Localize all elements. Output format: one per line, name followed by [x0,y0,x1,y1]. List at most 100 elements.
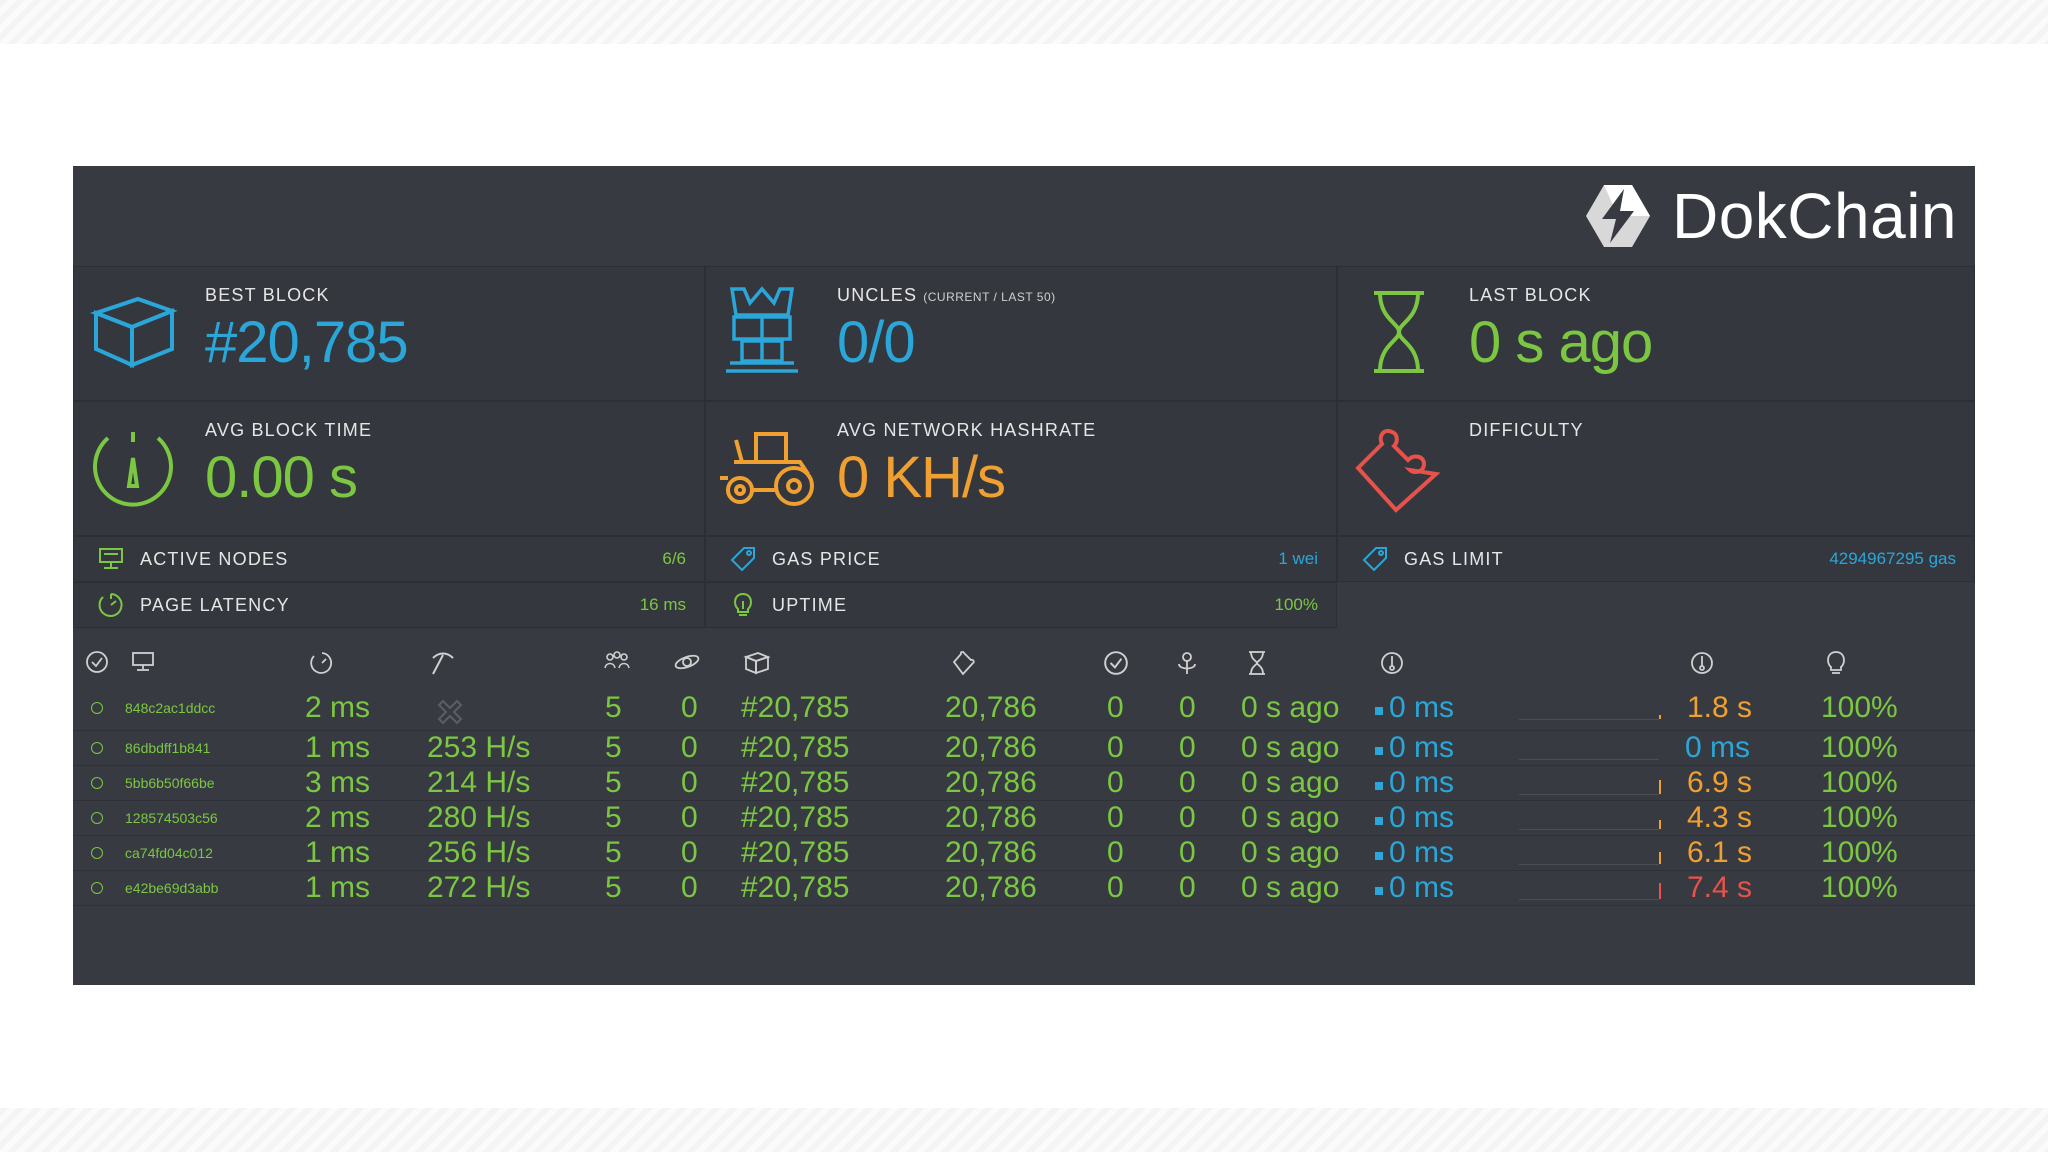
best-block-label: Best Block [205,285,330,305]
check-circle-icon[interactable] [1103,650,1129,676]
avg-block-time-panel: Avg Block Time 0.00 s [73,401,705,536]
node-block: #20,785 [741,871,850,904]
pickaxe-icon[interactable] [429,650,455,676]
puzzle-icon [1355,429,1441,513]
node-propagation: 0 ms [1389,766,1455,799]
block-time-sparkline [1519,719,1659,720]
node-latency: 1 ms [305,731,371,764]
node-status-icon [91,742,103,754]
tractor-icon [720,432,814,506]
peers-icon[interactable] [603,650,631,672]
block-icon[interactable] [743,650,771,676]
latency-icon[interactable] [309,650,335,676]
node-pending: 0 [681,731,698,764]
sparkline-bar [1659,715,1661,719]
tag-icon [726,542,760,576]
node-uptime: 100% [1821,691,1898,724]
timer-icon [94,588,128,622]
node-pending: 0 [681,801,698,834]
node-status-icon [91,882,103,894]
node-avg-block-time: 1.8 s [1687,691,1753,724]
block-time-icon[interactable] [1689,650,1715,676]
node-status-icon [91,777,103,789]
uptime-value: 100% [1274,595,1318,614]
propagation-indicator [1375,852,1383,860]
node-pending: 0 [681,691,698,724]
node-pending: 0 [681,836,698,869]
table-row[interactable]: 86dbdff1b841 1 ms 253 H/s 5 0 #20,785 20,786 0 0… [73,731,1975,766]
uncles-label: Uncles (CURRENT / LAST 50) [837,285,1056,306]
uptime-row: Uptime 100% [705,582,1337,628]
propagation-indicator [1375,707,1383,715]
monitor-icon[interactable] [131,650,155,674]
last-block-panel: Last Block 0 s ago [1337,266,1975,401]
node-peers: 5 [605,691,622,724]
node-avg-block-time: 6.1 s [1687,836,1753,869]
node-uncles: 0 [1179,691,1196,724]
cube-icon [90,296,178,369]
table-row[interactable]: e42be69d3abb 1 ms 272 H/s 5 0 #20,785 20,786 0 0… [73,871,1975,906]
hourglass-icon[interactable] [1247,650,1267,676]
node-uptime: 100% [1821,766,1898,799]
table-row[interactable]: ca74fd04c012 1 ms 256 H/s 5 0 #20,785 20,786 0 0… [73,836,1975,871]
node-pending: 0 [681,766,698,799]
best-block-value: #20,785 [205,310,409,375]
node-hashrate: 256 H/s [427,836,531,869]
node-difficulty: 20,786 [945,691,1037,724]
difficulty-tag-icon[interactable] [951,650,977,676]
node-last-block: 0 s ago [1241,801,1340,834]
node-block: #20,785 [741,691,850,724]
block-time-sparkline [1519,794,1659,795]
node-status-icon [91,812,103,824]
node-difficulty: 20,786 [945,801,1037,834]
node-status-icon [91,702,103,714]
node-last-block: 0 s ago [1241,871,1340,904]
propagation-indicator [1375,817,1383,825]
propagation-indicator [1375,747,1383,755]
node-propagation: 0 ms [1389,691,1455,724]
node-peers: 5 [605,766,622,799]
uptime-icon[interactable] [1825,650,1847,676]
node-block: #20,785 [741,836,850,869]
propagation-icon[interactable] [1379,650,1405,676]
node-propagation: 0 ms [1389,731,1455,764]
sparkline-bar [1659,820,1661,829]
node-hashrate: 253 H/s [427,731,531,764]
node-latency: 2 ms [305,801,371,834]
last-block-label: Last Block [1469,285,1592,305]
node-last-block: 0 s ago [1241,766,1340,799]
uncles-icon[interactable] [1175,650,1199,676]
node-transactions: 0 [1107,836,1124,869]
node-uptime: 100% [1821,731,1898,764]
node-uptime: 100% [1821,836,1898,869]
node-transactions: 0 [1107,731,1124,764]
table-row[interactable]: 128574503c56 2 ms 280 H/s 5 0 #20,785 20,786 0 0… [73,801,1975,836]
table-row[interactable]: 848c2ac1ddcc 2 ms 5 0 #20,785 20,786 0 0 0 s ago… [73,686,1975,731]
uptime-label: Uptime [772,594,848,615]
node-uncles: 0 [1179,871,1196,904]
node-pending: 0 [681,871,698,904]
bulb-icon [726,588,760,622]
table-row[interactable]: 5bb6b50f66be 3 ms 214 H/s 5 0 #20,785 20,786 0 0… [73,766,1975,801]
node-propagation: 0 ms [1389,871,1455,904]
node-status-icon [91,847,103,859]
node-peers: 5 [605,801,622,834]
node-uncles: 0 [1179,801,1196,834]
check-circle-icon[interactable] [85,650,109,674]
node-table: 848c2ac1ddcc 2 ms 5 0 #20,785 20,786 0 0 0 s ago… [73,636,1975,906]
node-name: 86dbdff1b841 [125,740,211,756]
best-block-panel: Best Block #20,785 [73,266,705,401]
active-nodes-value: 6/6 [662,549,686,568]
node-uptime: 100% [1821,871,1898,904]
hourglass-icon [1374,291,1424,373]
difficulty-panel: Difficulty [1337,401,1975,536]
sparkline-bar [1659,852,1661,864]
page-latency-row: Page Latency 16 ms [73,582,705,628]
pending-icon[interactable] [673,650,701,674]
tag-icon [1358,542,1392,576]
last-block-value: 0 s ago [1469,310,1653,375]
node-latency: 1 ms [305,836,371,869]
block-time-sparkline [1519,899,1659,900]
brand: DokChain [1584,180,1957,252]
node-name: 848c2ac1ddcc [125,700,216,716]
